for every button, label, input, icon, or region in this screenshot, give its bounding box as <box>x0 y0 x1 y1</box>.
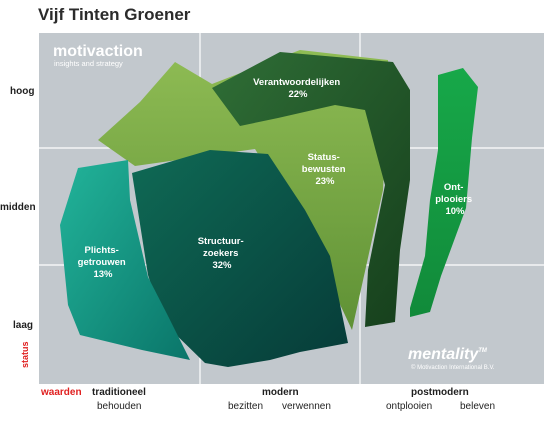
x-group-traditioneel: traditioneel <box>92 387 146 398</box>
x-axis-label: waarden <box>41 387 82 398</box>
motivaction-tagline: insights and strategy <box>54 59 123 68</box>
y-level-laag: laag <box>13 320 34 331</box>
x-sub-ontplooien: ontplooien <box>386 401 433 412</box>
segment-verantwoordelijken <box>212 52 410 327</box>
x-sub-verwennen: verwennen <box>282 401 331 412</box>
segment-statusbewusten <box>98 50 388 330</box>
y-axis-label: status <box>20 341 30 368</box>
page-title: Vijf Tinten Groener <box>38 5 191 24</box>
x-group-modern: modern <box>262 387 299 398</box>
mentality-logo: mentalityTM <box>408 346 488 363</box>
y-level-hoog: hoog <box>10 86 35 97</box>
segment-plichtsgetrouwen <box>60 160 190 360</box>
segment-label-plichtsgetrouwen: Plichts- getrouwen 13% <box>78 245 129 280</box>
x-group-postmodern: postmodern <box>411 387 469 398</box>
x-sub-behouden: behouden <box>97 401 142 412</box>
segment-label-statusbewusten: Status- bewusten 23% <box>302 152 348 187</box>
segment-label-verantwoordelijken: Verantwoordelijken 22% <box>253 77 343 100</box>
segment-label-ontplooiers: Ont- plooiers 10% <box>435 182 475 217</box>
x-sub-beleven: beleven <box>460 401 496 412</box>
motivaction-logo: motivaction <box>53 43 143 60</box>
segment-label-structuurzoekers: Structuur- zoekers 32% <box>198 236 247 271</box>
copyright-text: © Motivaction International B.V. <box>411 364 495 371</box>
segment-ontplooiers <box>410 68 478 317</box>
x-sub-bezitten: bezitten <box>228 401 264 412</box>
y-level-midden: midden <box>0 202 36 213</box>
segment-structuurzoekers <box>132 150 348 367</box>
